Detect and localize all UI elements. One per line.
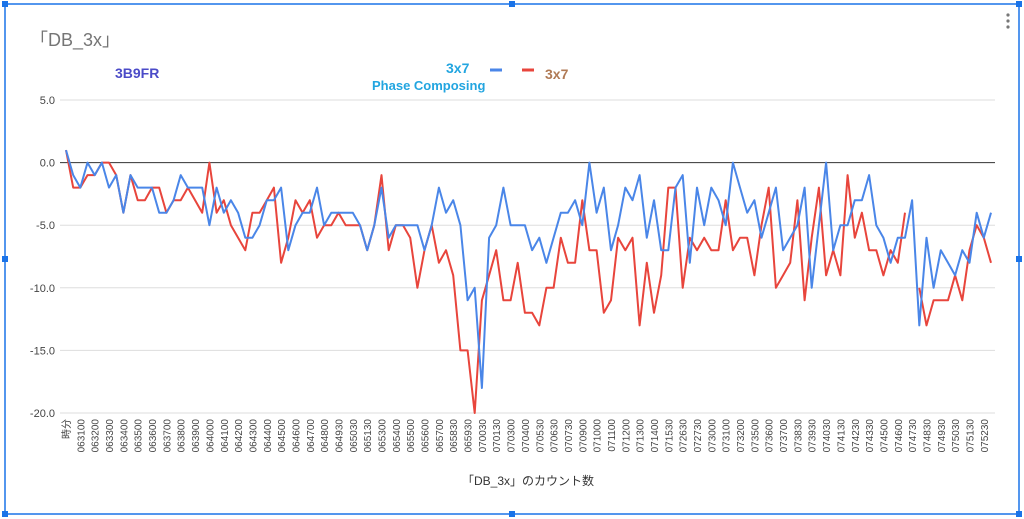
x-tick-label: 063700 bbox=[162, 419, 173, 453]
annotation: Phase Composing bbox=[372, 78, 485, 93]
x-tick-label: 074230 bbox=[851, 419, 862, 453]
x-tick-label: 075230 bbox=[980, 419, 991, 453]
x-tick-label: 063900 bbox=[191, 419, 202, 453]
x-tick-label: 071000 bbox=[593, 419, 604, 453]
y-tick-label: -20.0 bbox=[30, 408, 55, 420]
x-tick-label: 075130 bbox=[965, 419, 976, 453]
x-tick-label: 064200 bbox=[234, 419, 245, 453]
x-tick-label: 070030 bbox=[478, 419, 489, 453]
x-tick-label: 064600 bbox=[291, 419, 302, 453]
x-tick-label: 071100 bbox=[607, 419, 618, 452]
x-tick-label: 064930 bbox=[334, 419, 345, 453]
y-tick-label: 5.0 bbox=[40, 95, 55, 107]
x-tick-label: 064700 bbox=[306, 419, 317, 453]
series-line bbox=[65, 149, 992, 389]
legend-label: 3x7 bbox=[545, 66, 569, 82]
handle[interactable] bbox=[1016, 511, 1022, 517]
x-tick-label: 063500 bbox=[134, 419, 145, 453]
x-tick-label: 070130 bbox=[492, 419, 503, 453]
x-tick-label: 063800 bbox=[177, 419, 188, 453]
x-tick-label: 064800 bbox=[320, 419, 331, 453]
x-tick-label: 064300 bbox=[248, 419, 259, 453]
x-tick-label: 071400 bbox=[650, 419, 661, 453]
x-tick-label: 070730 bbox=[564, 419, 575, 453]
y-tick-label: 0.0 bbox=[40, 158, 55, 170]
x-tick-label: 065600 bbox=[421, 419, 432, 453]
menu-dots[interactable] bbox=[1006, 13, 1010, 29]
x-tick-label: 063200 bbox=[91, 419, 102, 453]
x-tick-label: 時分 bbox=[61, 419, 73, 439]
x-tick-label: 063600 bbox=[148, 419, 159, 453]
x-tick-label: 073200 bbox=[736, 419, 747, 453]
x-tick-label: 064100 bbox=[220, 419, 231, 453]
x-tick-label: 065830 bbox=[449, 419, 460, 453]
x-tick-label: 065700 bbox=[435, 419, 446, 453]
x-tick-label: 073830 bbox=[793, 419, 804, 453]
x-tick-label: 065300 bbox=[378, 419, 389, 453]
x-axis-title: 「DB_3x」のカウント数 bbox=[462, 473, 594, 488]
x-tick-label: 064000 bbox=[205, 419, 216, 453]
x-tick-label: 072630 bbox=[679, 419, 690, 453]
x-tick-label: 063100 bbox=[76, 419, 87, 453]
x-tick-label: 073500 bbox=[750, 419, 761, 453]
handle[interactable] bbox=[2, 1, 8, 7]
x-tick-label: 074500 bbox=[879, 419, 890, 453]
x-tick-label: 073700 bbox=[779, 419, 790, 453]
selection-frame[interactable] bbox=[4, 3, 1020, 515]
x-tick-label: 073000 bbox=[707, 419, 718, 453]
x-tick-label: 063400 bbox=[119, 419, 130, 453]
x-tick-label: 070900 bbox=[578, 419, 589, 453]
x-tick-label: 065030 bbox=[349, 419, 360, 453]
x-tick-label: 071530 bbox=[664, 419, 675, 453]
x-tick-label: 065930 bbox=[464, 419, 475, 453]
x-tick-label: 070300 bbox=[507, 419, 518, 453]
handle[interactable] bbox=[509, 511, 515, 517]
handle[interactable] bbox=[2, 511, 8, 517]
x-tick-label: 070530 bbox=[535, 419, 546, 453]
x-tick-label: 071300 bbox=[636, 419, 647, 453]
x-tick-label: 070400 bbox=[521, 419, 532, 453]
x-tick-label: 065400 bbox=[392, 419, 403, 453]
x-tick-label: 074330 bbox=[865, 419, 876, 453]
handle[interactable] bbox=[1016, 256, 1022, 262]
handle[interactable] bbox=[2, 256, 8, 262]
x-tick-label: 074030 bbox=[822, 419, 833, 453]
x-tick-label: 075030 bbox=[951, 419, 962, 453]
x-tick-label: 073930 bbox=[808, 419, 819, 453]
y-tick-label: -5.0 bbox=[36, 220, 55, 232]
chart-title: 「DB_3x」 bbox=[30, 30, 120, 51]
legend-label: 3x7 bbox=[446, 60, 470, 76]
series-line bbox=[65, 149, 906, 414]
x-tick-label: 073100 bbox=[722, 419, 733, 453]
x-tick-label: 065500 bbox=[406, 419, 417, 453]
handle[interactable] bbox=[509, 1, 515, 7]
x-tick-label: 064500 bbox=[277, 419, 288, 453]
x-tick-label: 070630 bbox=[550, 419, 561, 453]
x-tick-label: 074730 bbox=[908, 419, 919, 453]
x-tick-label: 074130 bbox=[836, 419, 847, 453]
x-tick-label: 074930 bbox=[937, 419, 948, 453]
x-tick-label: 073600 bbox=[765, 419, 776, 453]
x-tick-label: 064400 bbox=[263, 419, 274, 453]
x-tick-label: 063300 bbox=[105, 419, 116, 453]
y-tick-label: -15.0 bbox=[30, 345, 55, 357]
x-tick-label: 074830 bbox=[922, 419, 933, 453]
y-tick-label: -10.0 bbox=[30, 283, 55, 295]
annotation: 3B9FR bbox=[115, 65, 159, 81]
x-tick-label: 074600 bbox=[894, 419, 905, 453]
x-tick-label: 071200 bbox=[621, 419, 632, 453]
handle[interactable] bbox=[1016, 1, 1022, 7]
x-tick-label: 072730 bbox=[693, 419, 704, 453]
x-tick-label: 065130 bbox=[363, 419, 374, 453]
